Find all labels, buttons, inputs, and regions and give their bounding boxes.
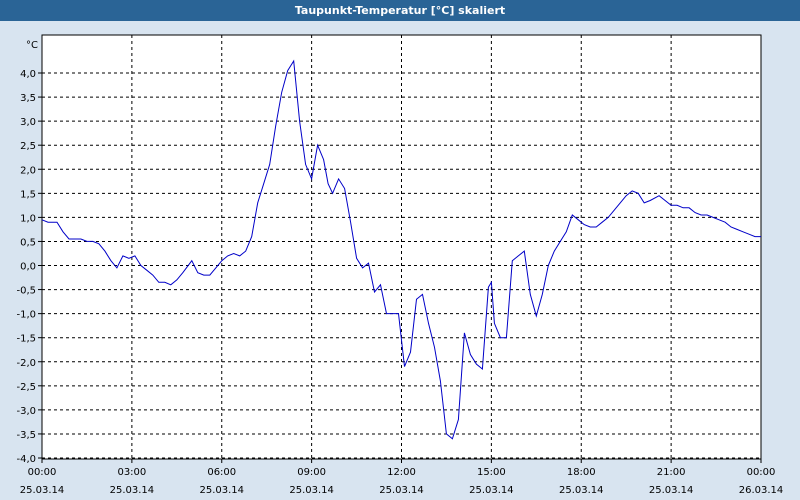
y-tick-label: 0,0 bbox=[20, 262, 36, 273]
axes: 4,0 3,5 3,0 2,5 2,0 1,5 1,0 0,5 0,0 -0,5 -1,0 -1,5 -… bbox=[16, 69, 783, 496]
x-tick-time-label: 15:00 bbox=[477, 467, 506, 478]
y-tick-label: -1,0 bbox=[16, 310, 36, 321]
x-tick-date-label: 25.03.14 bbox=[379, 485, 424, 496]
y-tick-label: -0,5 bbox=[16, 286, 36, 297]
y-tick-label: -4,0 bbox=[16, 454, 36, 465]
x-tick-date-label: 25.03.14 bbox=[469, 485, 514, 496]
y-tick-label: -2,0 bbox=[16, 358, 36, 369]
y-tick-label: 2,0 bbox=[20, 165, 36, 176]
y-tick-label: 3,0 bbox=[20, 117, 36, 128]
y-tick-label: -3,5 bbox=[16, 430, 36, 441]
y-tick-label: -1,5 bbox=[16, 334, 36, 345]
x-tick-date-label: 25.03.14 bbox=[199, 485, 244, 496]
y-tick-label: -3,0 bbox=[16, 406, 36, 417]
y-tick-label: 1,0 bbox=[20, 213, 36, 224]
x-tick-time-label: 21:00 bbox=[657, 467, 686, 478]
x-tick-date-label: 25.03.14 bbox=[559, 485, 604, 496]
x-tick-date-label: 25.03.14 bbox=[110, 485, 155, 496]
x-tick-date-label: 25.03.14 bbox=[289, 485, 334, 496]
y-unit-label: °C bbox=[26, 40, 38, 51]
series bbox=[41, 59, 761, 440]
x-tick-time-label: 00:00 bbox=[747, 467, 776, 478]
x-tick-time-label: 06:00 bbox=[207, 467, 236, 478]
x-tick-date-label: 25.03.14 bbox=[20, 485, 65, 496]
grid bbox=[42, 35, 761, 459]
y-tick-label: 4,0 bbox=[20, 69, 36, 80]
y-tick-label: 1,5 bbox=[20, 189, 36, 200]
x-tick-time-label: 18:00 bbox=[567, 467, 596, 478]
x-tick-time-label: 03:00 bbox=[117, 467, 146, 478]
y-tick-label: 0,5 bbox=[20, 237, 36, 248]
y-tick-label: -2,5 bbox=[16, 382, 36, 393]
chart-title: Taupunkt-Temperatur [°C] skaliert bbox=[0, 0, 800, 21]
plot-area: 4,0 3,5 3,0 2,5 2,0 1,5 1,0 0,5 0,0 -0,5 -1,0 -1,5 -… bbox=[0, 21, 800, 500]
y-tick-label: 3,5 bbox=[20, 93, 36, 104]
x-tick-time-label: 12:00 bbox=[387, 467, 416, 478]
line-chart: 4,0 3,5 3,0 2,5 2,0 1,5 1,0 0,5 0,0 -0,5 -1,0 -1,5 -… bbox=[16, 34, 783, 496]
x-tick-date-label: 26.03.14 bbox=[739, 485, 784, 496]
y-tick-label: 2,5 bbox=[20, 141, 36, 152]
series-line bbox=[41, 59, 761, 440]
x-tick-time-label: 09:00 bbox=[297, 467, 326, 478]
x-tick-time-label: 00:00 bbox=[28, 467, 57, 478]
x-tick-date-label: 25.03.14 bbox=[649, 485, 694, 496]
